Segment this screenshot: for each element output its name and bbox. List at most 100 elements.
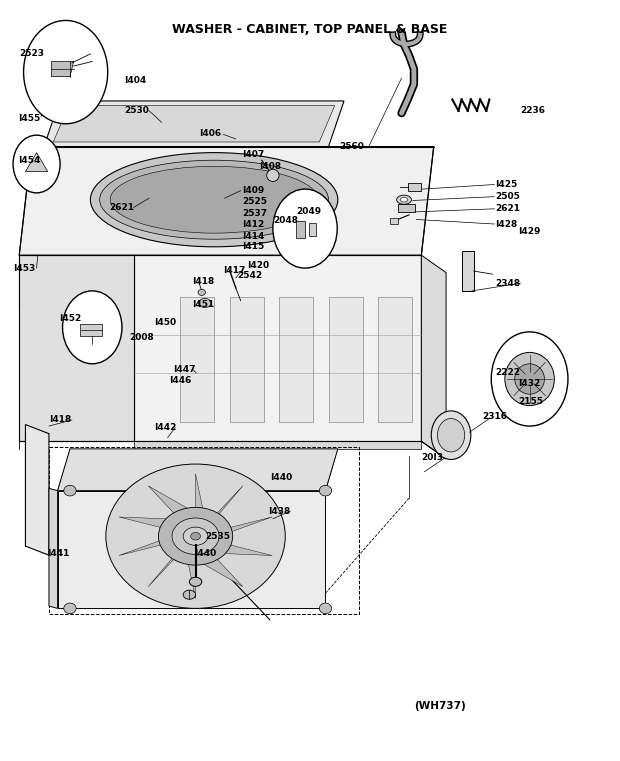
Text: I429: I429 — [518, 227, 540, 236]
Ellipse shape — [401, 197, 408, 202]
Text: 2316: 2316 — [482, 412, 507, 422]
Text: I407: I407 — [242, 151, 264, 159]
Text: I404: I404 — [125, 76, 147, 85]
Ellipse shape — [106, 464, 285, 608]
Text: I415: I415 — [242, 242, 264, 251]
Text: I417: I417 — [223, 266, 246, 275]
Text: I440: I440 — [193, 549, 216, 558]
Text: I428: I428 — [495, 219, 518, 228]
Ellipse shape — [91, 153, 338, 247]
Bar — [398, 204, 415, 212]
Text: I409: I409 — [242, 186, 264, 195]
Text: I438: I438 — [268, 507, 290, 516]
Circle shape — [273, 189, 337, 268]
Text: 2525: 2525 — [242, 198, 267, 206]
Text: 20I3: 20I3 — [422, 454, 443, 463]
Text: 2621: 2621 — [495, 204, 521, 213]
Ellipse shape — [505, 352, 554, 406]
Ellipse shape — [319, 603, 332, 613]
Circle shape — [438, 419, 464, 452]
Polygon shape — [148, 486, 195, 537]
Ellipse shape — [189, 578, 202, 587]
Text: 2535: 2535 — [205, 533, 230, 542]
Ellipse shape — [397, 195, 412, 204]
Ellipse shape — [183, 527, 208, 546]
Text: 2222: 2222 — [495, 368, 521, 377]
Text: 2523: 2523 — [19, 49, 44, 59]
Text: I418: I418 — [49, 416, 71, 425]
Bar — [229, 297, 264, 422]
Ellipse shape — [190, 533, 200, 540]
Polygon shape — [119, 517, 195, 537]
Polygon shape — [195, 474, 203, 537]
Text: 2048: 2048 — [273, 216, 298, 225]
Bar — [309, 222, 316, 236]
Text: (WH737): (WH737) — [414, 701, 466, 711]
Circle shape — [63, 291, 122, 364]
Text: I425: I425 — [495, 180, 518, 189]
Polygon shape — [58, 491, 326, 608]
Bar — [408, 183, 422, 190]
Polygon shape — [422, 255, 446, 459]
Ellipse shape — [319, 486, 332, 496]
Text: 2542: 2542 — [237, 271, 262, 280]
Circle shape — [24, 21, 108, 124]
Polygon shape — [51, 62, 74, 77]
Bar — [80, 324, 102, 336]
Polygon shape — [53, 106, 335, 142]
Polygon shape — [195, 486, 243, 537]
Circle shape — [491, 332, 568, 426]
Ellipse shape — [64, 486, 76, 496]
Ellipse shape — [64, 603, 76, 613]
Text: I447: I447 — [172, 365, 195, 374]
Polygon shape — [148, 537, 195, 587]
Polygon shape — [195, 517, 272, 537]
Polygon shape — [58, 449, 338, 491]
Text: 2155: 2155 — [518, 397, 543, 406]
Text: I418: I418 — [192, 277, 215, 286]
Text: I412: I412 — [242, 220, 264, 229]
Ellipse shape — [515, 364, 544, 394]
Bar — [378, 297, 412, 422]
Text: I450: I450 — [154, 318, 176, 327]
Text: I420: I420 — [247, 260, 269, 269]
Polygon shape — [19, 147, 434, 255]
Text: 2560: 2560 — [340, 142, 365, 151]
Text: I406: I406 — [198, 129, 221, 139]
Text: I453: I453 — [13, 263, 35, 272]
Text: ereplacementparts.com: ereplacementparts.com — [202, 342, 319, 352]
Text: 2348: 2348 — [495, 279, 521, 288]
Text: 2049: 2049 — [296, 207, 322, 216]
Bar — [391, 218, 398, 224]
Polygon shape — [119, 537, 195, 556]
Text: I440: I440 — [270, 473, 292, 482]
Ellipse shape — [198, 289, 205, 295]
Bar — [279, 297, 313, 422]
Polygon shape — [195, 537, 272, 556]
Text: WASHER - CABINET, TOP PANEL & BASE: WASHER - CABINET, TOP PANEL & BASE — [172, 23, 448, 36]
Bar — [180, 297, 214, 422]
Bar — [296, 221, 305, 237]
Polygon shape — [25, 153, 48, 172]
Ellipse shape — [110, 167, 318, 233]
Text: I454: I454 — [18, 156, 40, 164]
Polygon shape — [195, 537, 243, 587]
Bar — [329, 297, 363, 422]
Polygon shape — [134, 441, 422, 449]
Polygon shape — [188, 537, 195, 598]
Ellipse shape — [183, 590, 195, 599]
Text: I446: I446 — [169, 376, 192, 385]
Polygon shape — [49, 489, 58, 608]
Polygon shape — [25, 425, 49, 556]
Text: 2236: 2236 — [520, 107, 546, 116]
Ellipse shape — [198, 298, 211, 307]
Ellipse shape — [159, 508, 232, 565]
Text: 2008: 2008 — [130, 333, 154, 342]
Text: I442: I442 — [154, 423, 177, 432]
Polygon shape — [19, 255, 134, 441]
Text: 2530: 2530 — [125, 107, 149, 116]
Ellipse shape — [267, 170, 279, 181]
Circle shape — [13, 135, 60, 193]
Ellipse shape — [172, 518, 219, 555]
Text: I452: I452 — [60, 314, 82, 323]
